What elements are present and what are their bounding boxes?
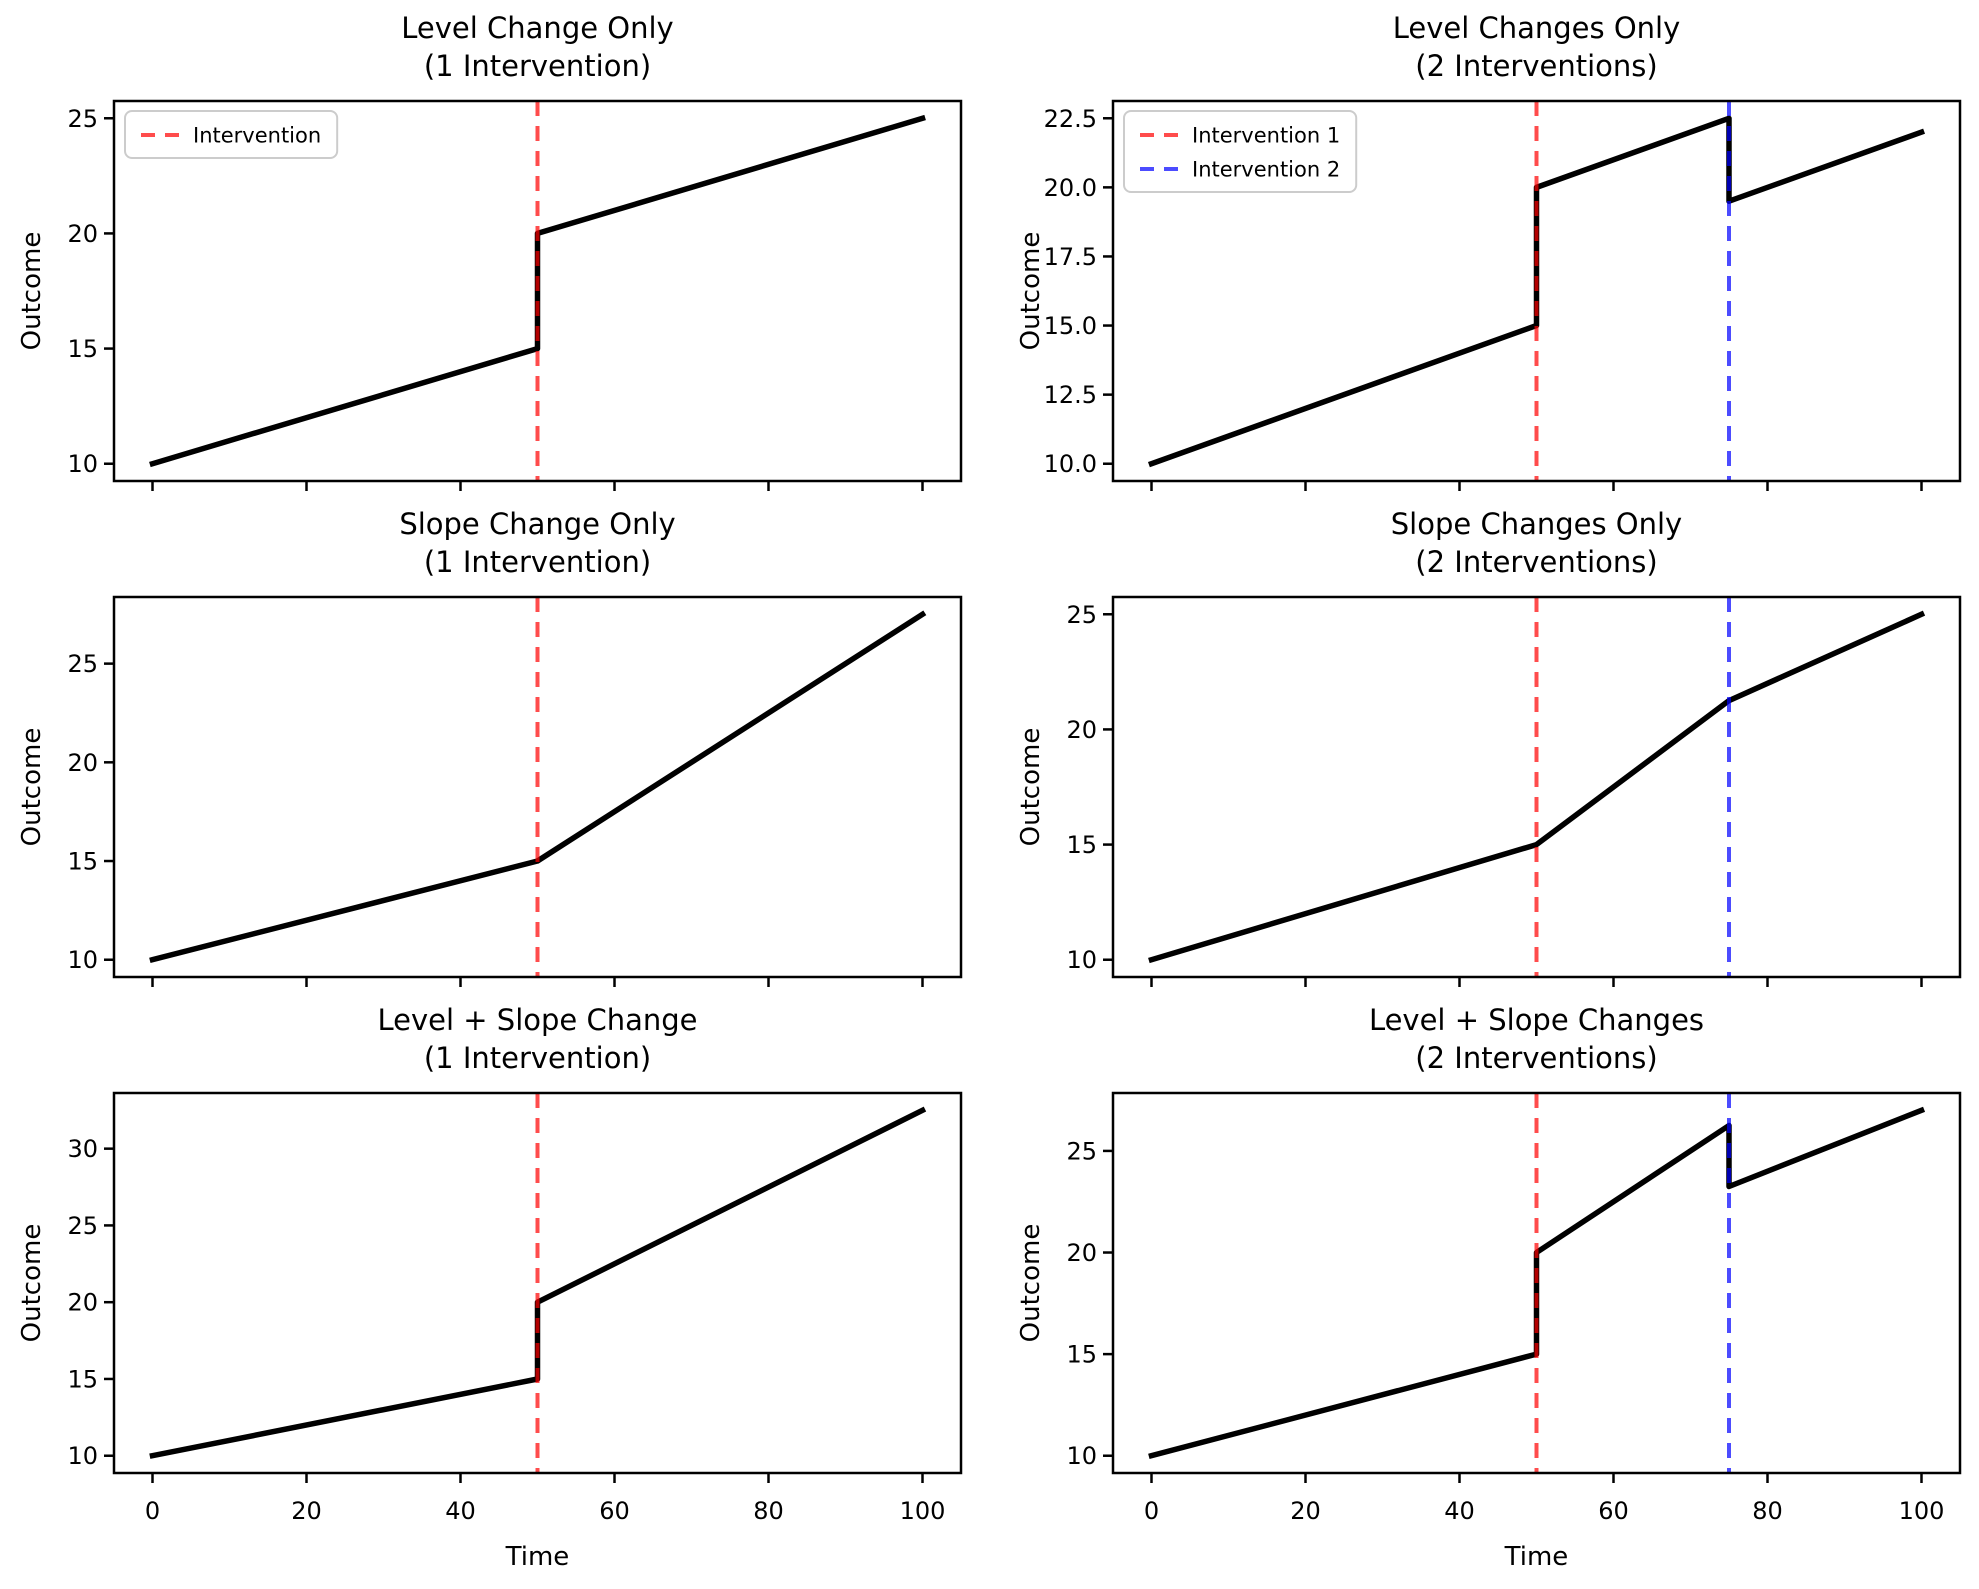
x-tick-label: 80 [753, 1497, 784, 1525]
subplot-1-ylabel: Outcome [1016, 232, 1046, 351]
subplot-3-title: Slope Changes Only [1391, 507, 1682, 541]
x-tick-label: 0 [1144, 1497, 1159, 1525]
y-tick-label: 15 [1066, 831, 1097, 859]
subplot-2-axes: 10 15 20 25 [67, 595, 963, 987]
legend: Intervention 1 Intervention 2 [1123, 110, 1358, 193]
x-tick-label: 60 [599, 1497, 630, 1525]
subplot-5-xlabel: Time [1504, 1542, 1569, 1572]
axes-frame [1111, 595, 1962, 979]
subplot-2-ylabel: Outcome [17, 728, 47, 847]
y-tick-label: 25 [67, 1212, 98, 1240]
y-tick-label: 10 [1066, 946, 1097, 974]
axes-frame [112, 595, 963, 979]
subplot-1-title: Level Changes Only [1393, 11, 1681, 45]
subplot-5-subtitle: (2 Interventions) [1415, 1041, 1657, 1075]
y-tick-label: 15 [67, 848, 98, 876]
y-tick-label: 15.0 [1044, 312, 1097, 340]
outcome-data-line [149, 1106, 927, 1459]
subplot-0-ylabel: Outcome [17, 232, 47, 351]
subplot-4-axes: 0 20 40 60 80 100 10 15 20 25 30 [67, 1091, 963, 1525]
y-tick-label: 25 [67, 650, 98, 678]
x-tick-label: 40 [445, 1497, 476, 1525]
axes-frame [1111, 1091, 1962, 1475]
subplot-2-subtitle: (1 Intervention) [424, 545, 651, 579]
legend-box [124, 110, 339, 159]
subplot-3-axes: 10 15 20 25 [1066, 595, 1962, 987]
legend-box [1123, 110, 1358, 193]
outcome-data-line [1147, 115, 1926, 468]
y-tick-label: 20.0 [1044, 174, 1097, 202]
y-tick-label: 15 [67, 1365, 98, 1393]
outcome-data-line [1148, 1106, 1926, 1460]
x-tick-label: 40 [1444, 1497, 1475, 1525]
subplot-3-ylabel: Outcome [1016, 728, 1046, 847]
axes-frame [112, 1091, 963, 1475]
legend-label: Intervention 1 [1192, 124, 1340, 148]
y-tick-label: 22.5 [1044, 105, 1097, 133]
x-tick-label: 60 [1598, 1497, 1629, 1525]
y-tick-label: 10 [1066, 1442, 1097, 1470]
y-tick-label: 15 [67, 335, 98, 363]
y-tick-label: 20 [67, 220, 98, 248]
y-tick-label: 10.0 [1044, 450, 1097, 478]
subplot-5-ylabel: Outcome [1016, 1224, 1046, 1343]
y-tick-label: 30 [67, 1135, 98, 1163]
y-tick-label: 10 [67, 1442, 98, 1470]
x-tick-label: 100 [900, 1497, 946, 1525]
y-tick-label: 20 [1066, 716, 1097, 744]
axes-frame [112, 99, 963, 483]
subplot-4-xlabel: Time [505, 1542, 570, 1572]
y-tick-label: 10 [67, 450, 98, 478]
y-tick-label: 15 [1066, 1341, 1097, 1369]
subplot-0-subtitle: (1 Intervention) [424, 49, 651, 83]
subplot-0-axes: 10 15 20 25 Intervention [67, 99, 963, 491]
x-tick-label: 0 [145, 1497, 160, 1525]
subplot-2-title: Slope Change Only [399, 507, 675, 541]
outcome-data-line [1148, 610, 1926, 964]
y-tick-label: 20 [67, 749, 98, 777]
x-tick-label: 20 [1290, 1497, 1321, 1525]
subplot-4-ylabel: Outcome [17, 1224, 47, 1343]
legend-label: Intervention 2 [1192, 158, 1340, 182]
subplot-5-title: Level + Slope Changes [1369, 1003, 1704, 1037]
y-tick-label: 12.5 [1044, 381, 1097, 409]
y-tick-label: 25 [1066, 601, 1097, 629]
y-tick-label: 17.5 [1044, 243, 1097, 271]
x-tick-label: 20 [291, 1497, 322, 1525]
y-tick-label: 20 [1066, 1239, 1097, 1267]
y-tick-label: 25 [67, 105, 98, 133]
x-tick-label: 100 [1899, 1497, 1945, 1525]
subplot-0-title: Level Change Only [401, 11, 673, 45]
legend: Intervention [124, 110, 339, 159]
x-tick-label: 80 [1752, 1497, 1783, 1525]
subplot-4-title: Level + Slope Change [378, 1003, 698, 1037]
axes-frame [1111, 99, 1962, 483]
y-tick-label: 10 [67, 946, 98, 974]
y-tick-label: 25 [1066, 1137, 1097, 1165]
subplot-4-subtitle: (1 Intervention) [424, 1041, 651, 1075]
subplot-3-subtitle: (2 Interventions) [1415, 545, 1657, 579]
subplot-5-axes: 0 20 40 60 80 100 10 15 20 25 [1066, 1091, 1962, 1525]
subplot-1-subtitle: (2 Interventions) [1415, 49, 1657, 83]
y-tick-label: 20 [67, 1289, 98, 1317]
legend-label: Intervention [193, 124, 321, 148]
